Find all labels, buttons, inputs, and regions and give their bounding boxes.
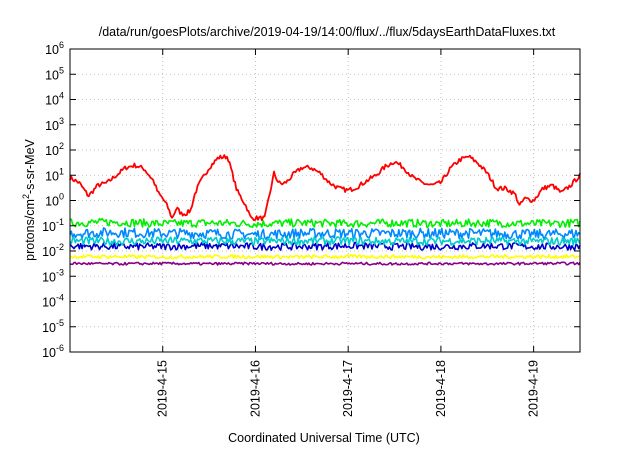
y-tick-label: 10-3	[42, 267, 64, 284]
x-tick-label: 2019-4-15	[156, 360, 170, 417]
y-tick-label-base: 10	[42, 245, 56, 259]
y-tick-label: 101	[45, 166, 64, 183]
svg-text:protons/cm2-s-sr-MeV: protons/cm2-s-sr-MeV	[21, 138, 37, 260]
y-axis-label-rest: -s-sr-MeV	[23, 138, 37, 194]
x-tick-label: 2019-4-16	[248, 360, 262, 417]
y-tick-label-exponent: 3	[59, 116, 64, 126]
y-tick-label-exponent: -3	[56, 267, 64, 277]
y-tick-label-base: 10	[42, 220, 56, 234]
y-tick-label-exponent: 5	[59, 65, 64, 75]
y-tick-label-exponent: 2	[59, 141, 64, 151]
x-tick-label: 2019-4-19	[527, 360, 541, 417]
y-tick-label-base: 10	[45, 43, 59, 57]
y-tick-label: 106	[45, 40, 64, 57]
y-tick-label-exponent: -1	[56, 217, 64, 227]
chart-title: /data/run/goesPlots/archive/2019-04-19/1…	[99, 25, 556, 39]
y-tick-label-exponent: -4	[56, 293, 64, 303]
y-axis-label: protons/cm2-s-sr-MeV	[21, 138, 37, 260]
y-tick-label-base: 10	[42, 296, 56, 310]
y-tick-label: 10-5	[42, 318, 64, 335]
tick-layer: 10-610-510-410-310-210-11001011021031041…	[42, 40, 580, 417]
series-line	[69, 261, 581, 266]
y-tick-label-base: 10	[45, 68, 59, 82]
y-tick-label-base: 10	[42, 270, 56, 284]
y-tick-label-base: 10	[42, 346, 56, 360]
series-line	[69, 254, 581, 260]
series-line	[69, 227, 581, 241]
x-tick-label: 2019-4-17	[341, 360, 355, 417]
y-tick-label: 10-1	[42, 217, 64, 234]
y-tick-label-base: 10	[45, 144, 59, 158]
y-tick-label-exponent: -6	[56, 343, 64, 353]
y-tick-label: 100	[45, 192, 64, 209]
series-line	[69, 236, 581, 247]
y-tick-label: 102	[45, 141, 64, 158]
y-axis-label-sup: 2	[21, 194, 31, 199]
y-tick-label-base: 10	[45, 119, 59, 133]
series-layer	[69, 154, 581, 266]
y-tick-label-base: 10	[42, 321, 56, 335]
series-line	[69, 154, 581, 222]
y-tick-label-exponent: 0	[59, 192, 64, 202]
y-tick-label: 10-2	[42, 242, 64, 259]
y-tick-label-exponent: -5	[56, 318, 64, 328]
y-tick-label-base: 10	[45, 195, 59, 209]
y-tick-label: 105	[45, 65, 64, 82]
y-tick-label-base: 10	[45, 94, 59, 108]
y-axis-label-base: protons/cm	[23, 199, 37, 261]
y-tick-label-exponent: 4	[59, 91, 64, 101]
series-line	[69, 217, 581, 229]
x-axis-label: Coordinated Universal Time (UTC)	[228, 431, 420, 445]
x-tick-label: 2019-4-18	[434, 360, 448, 417]
y-tick-label-base: 10	[45, 169, 59, 183]
y-tick-label: 10-6	[42, 343, 64, 360]
y-tick-label-exponent: -2	[56, 242, 64, 252]
y-tick-label: 103	[45, 116, 64, 133]
y-tick-label: 104	[45, 91, 64, 108]
y-tick-label: 10-4	[42, 293, 64, 310]
grid-layer	[70, 49, 580, 352]
y-tick-label-exponent: 6	[59, 40, 64, 50]
y-tick-label-exponent: 1	[59, 166, 64, 176]
